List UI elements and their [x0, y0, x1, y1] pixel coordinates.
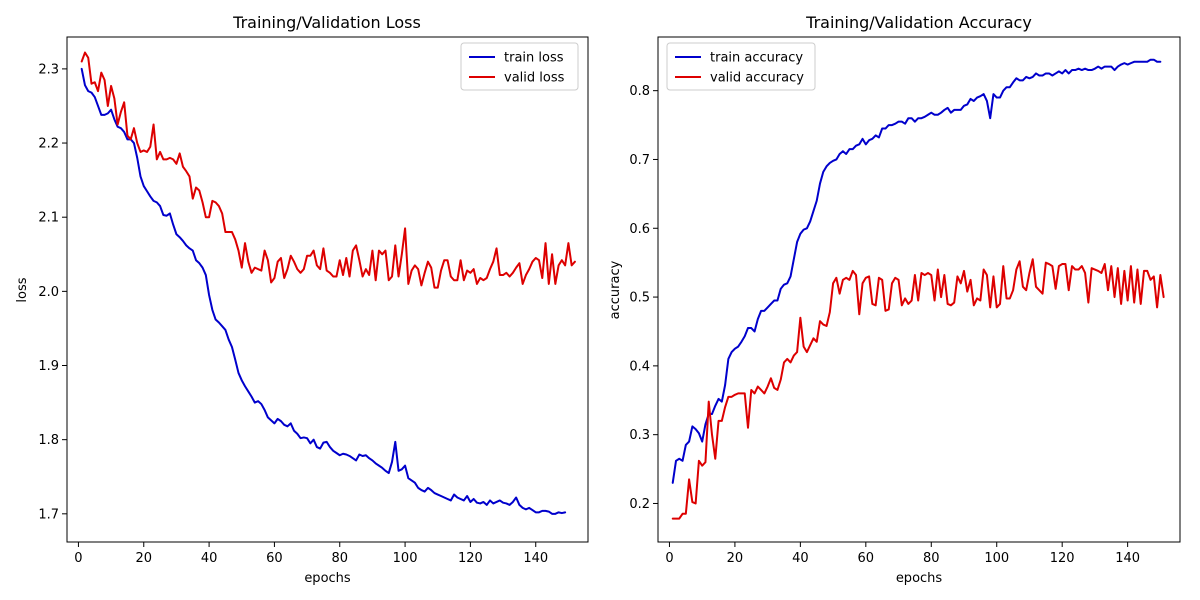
- accuracy-chart-ytick-label: 0.4: [629, 359, 650, 374]
- loss-chart-ylabel: loss: [15, 277, 30, 302]
- loss-chart-title: Training/Validation Loss: [232, 13, 421, 32]
- loss-chart-ytick-label: 1.7: [38, 507, 59, 522]
- loss-chart-ytick-label: 2.3: [38, 62, 59, 77]
- series-line-valid-loss: [80, 51, 576, 289]
- accuracy-chart-xtick-label: 60: [858, 551, 875, 566]
- loss-chart-frame: [66, 36, 589, 543]
- loss-chart-xtick-label: 60: [266, 551, 283, 566]
- accuracy-chart-xtick-label: 100: [984, 551, 1009, 566]
- loss-chart-xtick-label: 40: [201, 551, 218, 566]
- accuracy-chart-xtick-label: 40: [792, 551, 809, 566]
- loss-chart-panel: Training/Validation Loss 0 20 40 60 80 100 120…: [15, 13, 589, 586]
- accuracy-chart-ytick-label: 0.6: [629, 222, 650, 237]
- loss-chart-legend-box: [460, 42, 579, 91]
- accuracy-chart-ticks: 0 20 40 60 80 100 120 140 0.2 0.3 0.4 0.5 0.6 0.7 0.8: [629, 84, 1140, 566]
- accuracy-chart-ytick-label: 0.8: [629, 84, 650, 99]
- series-line-valid-accuracy: [671, 258, 1165, 520]
- loss-chart-ytick-label: 1.9: [38, 359, 59, 374]
- accuracy-chart-ytick-label: 0.5: [629, 291, 650, 306]
- accuracy-chart-legend: train accuracy valid accuracy: [666, 42, 816, 91]
- accuracy-chart-ylabel: accuracy: [608, 260, 623, 319]
- legend-label-train-loss: train loss: [504, 51, 564, 66]
- loss-chart-xlabel: epochs: [304, 571, 351, 586]
- loss-chart-ytick-label: 2.1: [38, 211, 59, 226]
- loss-chart-xtick-label: 100: [393, 551, 418, 566]
- legend-label-valid-loss: valid loss: [504, 71, 565, 86]
- loss-chart-ytick-label: 2.2: [38, 137, 59, 152]
- accuracy-chart-ytick-label: 0.7: [629, 153, 650, 168]
- legend-label-train-accuracy: train accuracy: [710, 51, 803, 66]
- accuracy-chart-title: Training/Validation Accuracy: [805, 13, 1032, 32]
- accuracy-chart-ytick-label: 0.2: [629, 497, 650, 512]
- accuracy-chart-panel: Training/Validation Accuracy 0 20 40 60 80 10…: [608, 13, 1181, 586]
- accuracy-chart-xtick-label: 120: [1050, 551, 1075, 566]
- legend-label-valid-accuracy: valid accuracy: [710, 71, 804, 86]
- loss-chart-xtick-label: 120: [458, 551, 483, 566]
- accuracy-chart-frame: [657, 36, 1181, 543]
- accuracy-chart-xtick-label: 140: [1115, 551, 1140, 566]
- accuracy-chart-xtick-label: 0: [665, 551, 673, 566]
- accuracy-chart-xtick-label: 80: [923, 551, 940, 566]
- loss-chart-lines: [80, 51, 576, 515]
- loss-chart-ticks: 0 20 40 60 80 100 120 140 1.7 1.8 1.9 2.0 2.1 2.2 2.3: [38, 62, 548, 566]
- loss-chart-legend: train loss valid loss: [460, 42, 579, 91]
- accuracy-chart-xlabel: epochs: [896, 571, 943, 586]
- loss-chart-xtick-label: 140: [523, 551, 548, 566]
- loss-chart-ytick-label: 2.0: [38, 285, 59, 300]
- loss-chart-xtick-label: 20: [135, 551, 152, 566]
- loss-chart-xtick-label: 0: [74, 551, 82, 566]
- series-line-train-accuracy: [671, 58, 1162, 484]
- accuracy-chart-ytick-label: 0.3: [629, 428, 650, 443]
- accuracy-chart-legend-box: [666, 42, 816, 91]
- accuracy-chart-xtick-label: 20: [727, 551, 744, 566]
- series-line-train-loss: [80, 67, 567, 515]
- loss-chart-ytick-label: 1.8: [38, 433, 59, 448]
- accuracy-chart-lines: [671, 58, 1165, 520]
- loss-chart-xtick-label: 80: [331, 551, 348, 566]
